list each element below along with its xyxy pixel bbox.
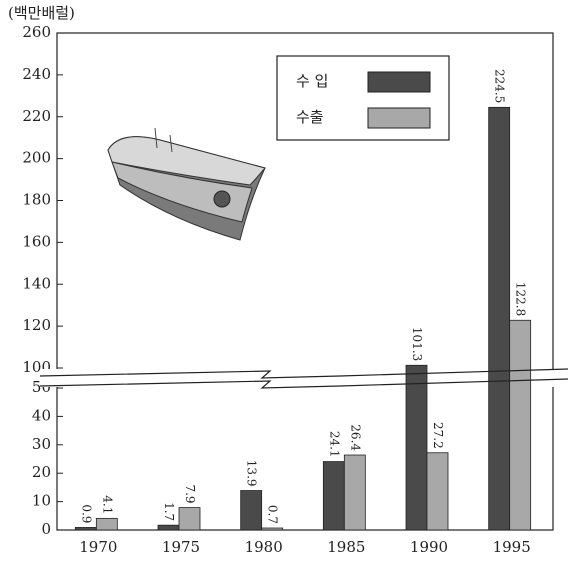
y-tick-label: 140 [22,274,51,292]
x-tick-label: 1980 [245,538,283,556]
legend-label: 수출 [296,108,324,126]
value-label: 7.9 [183,484,197,503]
x-tick-label: 1975 [162,538,200,556]
x-tick-label: 1990 [410,538,448,556]
bar [488,106,511,531]
y-tick-label: 160 [22,232,51,250]
bar [343,454,366,531]
x-tick-label: 1985 [327,538,365,556]
x-tick-label: 1970 [79,538,117,556]
legend-swatch [367,71,431,93]
bar [95,517,118,531]
value-label: 24.1 [327,431,341,458]
y-tick-label: 260 [22,23,51,41]
axis-break-line [39,378,568,389]
bar [74,527,97,531]
legend-swatch [367,107,431,129]
value-label: 27.2 [431,422,445,449]
y-tick-label: 30 [32,435,51,453]
value-label: 26.4 [348,424,362,451]
plot-frame [56,32,554,531]
y-tick-label: 20 [32,463,51,481]
bar [178,507,201,531]
bar [261,527,284,531]
y-tick-label: 0 [41,520,51,538]
value-label: 4.1 [100,495,114,514]
bar [240,490,263,531]
x-tick-label: 1995 [493,538,531,556]
unit-label: (백만배럴) [8,4,75,22]
value-label: 1.7 [162,502,176,521]
value-label: 0.7 [266,505,280,524]
bar [426,452,449,531]
y-tick-label: 120 [22,316,51,334]
value-label: 122.8 [514,282,528,316]
axis-break-line [39,368,568,379]
legend-label: 수 입 [296,72,328,90]
value-label: 101.3 [410,327,424,361]
value-label: 13.9 [245,460,259,487]
bar [405,364,428,531]
value-label: 224.5 [493,69,507,103]
bar [322,461,345,531]
y-tick-label: 200 [22,149,51,167]
y-tick-label: 10 [32,492,51,510]
value-label: 0.9 [79,504,93,523]
y-tick-label: 180 [22,191,51,209]
bar [509,319,532,531]
y-tick-label: 220 [22,107,51,125]
bar [157,524,180,531]
y-tick-label: 240 [22,65,51,83]
ship-illustration [107,127,266,241]
y-tick-label: 40 [32,406,51,424]
